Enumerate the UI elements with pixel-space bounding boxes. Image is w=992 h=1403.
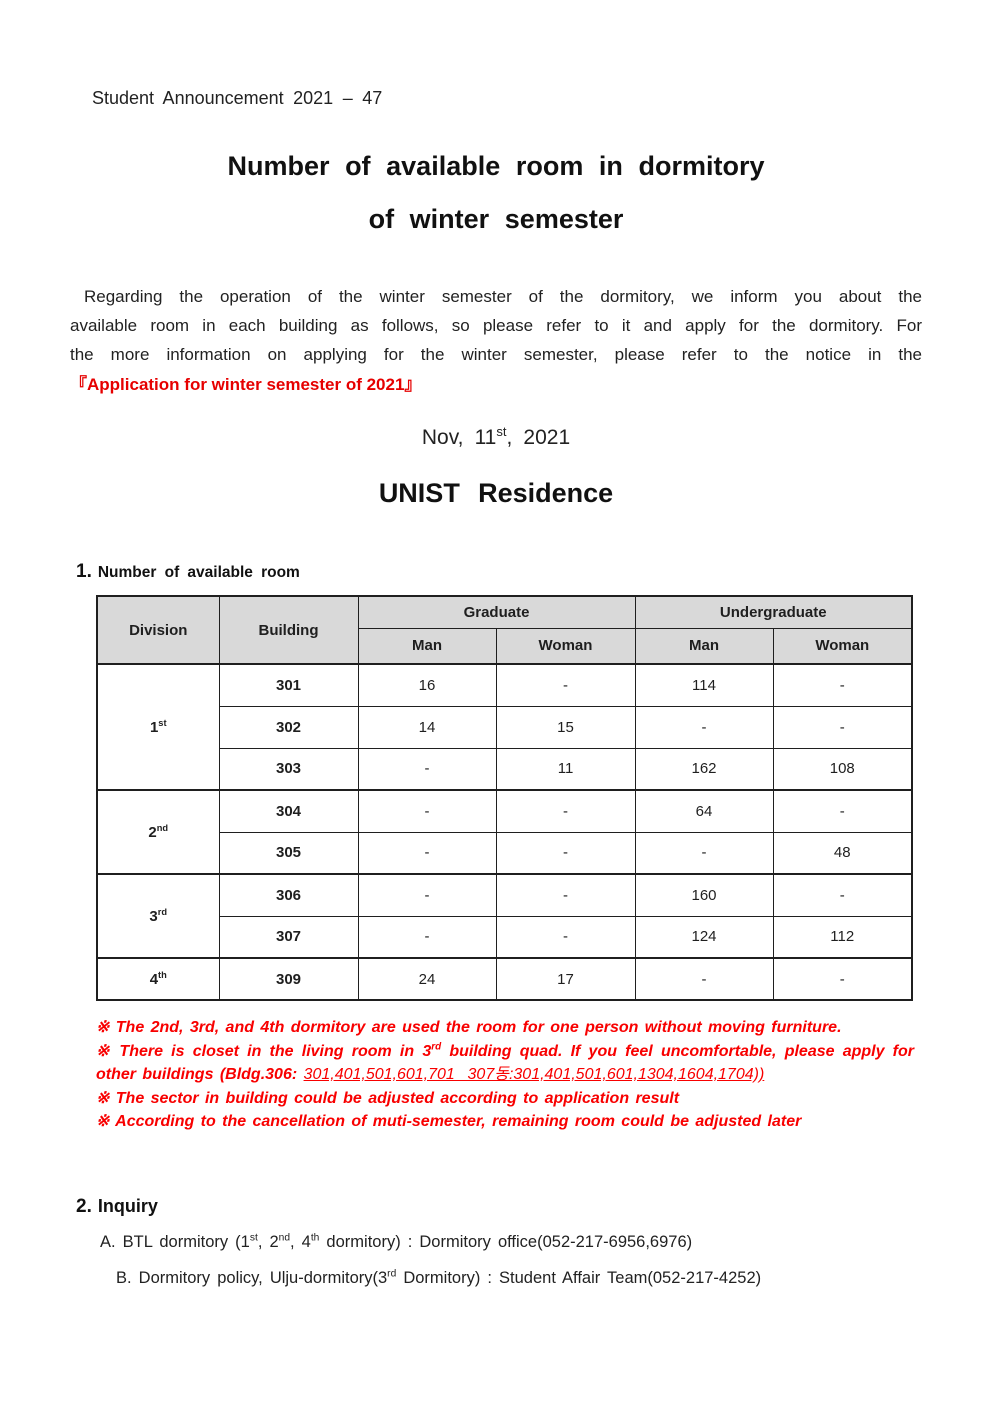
building-cell: 306 [218,873,359,917]
announcement-number: Student Announcement 2021 – 47 [92,88,383,108]
footnote-2-line-1: ※ There is closet in the living room in … [96,1041,915,1060]
date-suffix: , 2021 [506,426,571,449]
building-numbers-underlined: 301,401,501,601,701 307동:301,401,501,601… [303,1066,765,1083]
page-title-line-2: of winter semester [368,204,624,234]
building-cell: 305 [218,831,359,875]
intro-line: Regarding the operation of the winter se… [84,287,922,306]
ug-woman-cell: - [772,663,913,707]
date-prefix: Nov, 11 [421,426,497,449]
grad-man-cell: - [357,915,497,959]
ug-woman-cell: 48 [772,831,913,875]
footnote-4: ※ According to the cancellation of muti-… [96,1113,802,1130]
table-row-302: 302 14 15 - - [97,705,913,749]
inquiry-item-a: A. BTL dormitory (1st, 2nd, 4th dormitor… [100,1232,693,1251]
division-cell-4th: 4th [96,957,220,1001]
ug-man-cell: 160 [634,873,774,917]
ug-woman-cell: 108 [772,747,913,791]
intro-line: available room in each building as follo… [70,316,922,335]
table-row-301: 1st 301 16 - 114 - [96,663,913,791]
section-2-heading: 2. Inquiry [76,1196,158,1218]
table-row-306: 3rd 306 - - 160 - [96,873,913,959]
ug-man-cell: 162 [634,747,774,791]
building-cell: 307 [218,915,359,959]
footnote-1: ※ The 2nd, 3rd, and 4th dormitory are us… [96,1019,842,1036]
grad-woman-cell: - [495,789,636,833]
page-title-line-1: Number of available room in dormitory [227,151,765,181]
section-1-title: Number of available room [97,564,300,581]
table-header: Division Building Graduate Undergraduate… [96,595,913,665]
available-rooms-table: Division Building Graduate Undergraduate… [96,595,914,1001]
table-row-303: 303 - 11 162 108 [97,747,913,791]
ug-man-cell: - [634,831,774,875]
grad-man-cell: - [357,831,497,875]
organization-name: UNIST Residence [378,478,614,508]
ug-man-cell: - [634,957,774,1001]
building-cell: 303 [218,747,359,791]
grad-woman-cell: 11 [495,747,636,791]
col-header-grad-woman: Woman [495,627,636,665]
intro-line: the more information on applying for the… [70,345,922,364]
ug-man-cell: 64 [634,789,774,833]
table-header-row-1: Division Building Graduate Undergraduate [96,595,913,665]
ug-man-cell: 114 [634,663,774,707]
division-cell-3rd: 3rd [96,873,220,959]
ug-woman-cell: - [772,789,913,833]
ug-man-cell: 124 [634,915,774,959]
grad-man-cell: 16 [357,663,497,707]
division-cell-2nd: 2nd [96,789,220,875]
ug-woman-cell: - [772,705,913,749]
building-cell: 309 [218,957,359,1001]
col-header-grad-man: Man [357,627,497,665]
grad-woman-cell: - [495,915,636,959]
grad-woman-cell: 17 [495,957,636,1001]
section-2-title: Inquiry [97,1196,158,1216]
footnote-2-line-2: other buildings (Bldg.306: 301,401,501,6… [96,1066,765,1083]
grad-man-cell: - [357,873,497,917]
col-header-graduate: Graduate [357,595,636,629]
grad-woman-cell: 15 [495,705,636,749]
ug-man-cell: - [634,705,774,749]
page-title: Number of available room in dormitory of… [0,140,992,246]
col-header-division: Division [96,595,220,665]
grad-man-cell: 24 [357,957,497,1001]
grad-man-cell: - [357,747,497,791]
grad-woman-cell: - [495,663,636,707]
section-2-number: 2. [76,1196,92,1217]
section-1-heading: 1. Number of available room [76,561,300,583]
date-ordinal-suffix: st [496,424,507,439]
building-cell: 301 [218,663,359,707]
table-row-305: 305 - - - 48 [97,831,913,875]
table-footnotes: ※ The 2nd, 3rd, and 4th dormitory are us… [96,1016,914,1134]
grad-woman-cell: - [495,873,636,917]
grad-man-cell: 14 [357,705,497,749]
date-line: Nov, 11st, 2021 [0,424,992,450]
division-cell-1st: 1st [96,663,220,791]
col-header-ug-man: Man [634,627,774,665]
building-cell: 304 [218,789,359,833]
table-row-307: 307 - - 124 112 [97,915,913,959]
ug-woman-cell: - [772,873,913,917]
section-1-number: 1. [76,561,92,582]
col-header-undergraduate: Undergraduate [634,595,913,629]
ug-woman-cell: 112 [772,915,913,959]
grad-man-cell: - [357,789,497,833]
table-header-row-2: Man Woman Man Woman [97,627,913,665]
col-header-building: Building [218,595,359,665]
col-header-ug-woman: Woman [772,627,913,665]
intro-paragraph: Regarding the operation of the winter se… [70,282,922,399]
building-cell: 302 [218,705,359,749]
grad-woman-cell: - [495,831,636,875]
inquiry-item-b: B. Dormitory policy, Ulju-dormitory(3rd … [116,1268,762,1287]
table-row-309: 4th 309 24 17 - - [96,957,913,1001]
application-notice-reference: 『Application for winter semester of 2021… [70,375,422,394]
footnote-3: ※ The sector in building could be adjust… [96,1089,680,1107]
ug-woman-cell: - [772,957,913,1001]
table-row-304: 2nd 304 - - 64 - [96,789,913,875]
